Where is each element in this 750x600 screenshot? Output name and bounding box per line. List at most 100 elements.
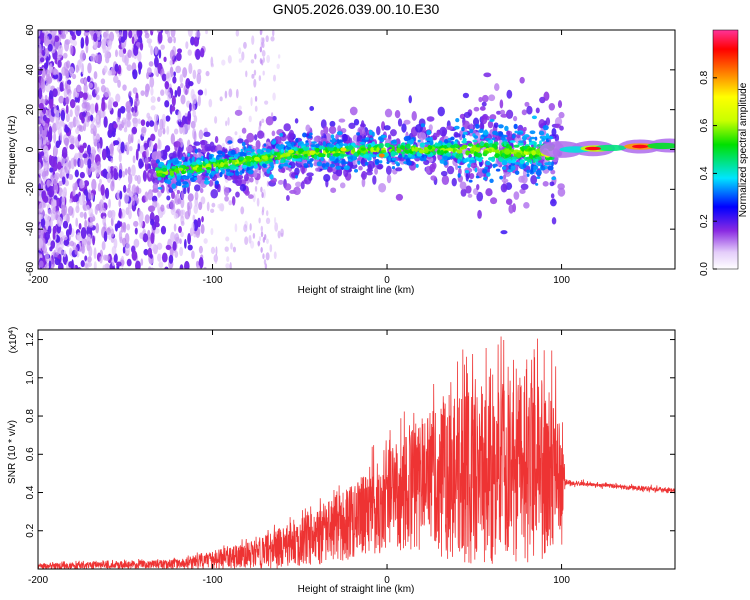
spectrogram-cell — [224, 195, 229, 202]
spectrogram-cell — [121, 222, 126, 230]
spectrogram-cell — [184, 238, 187, 249]
spectrogram-cell — [50, 240, 56, 249]
spectrogram-cell — [277, 230, 281, 239]
spectrogram-cell — [234, 223, 238, 233]
spectrogram-cell — [415, 163, 419, 168]
spectrogram-cell — [62, 235, 68, 241]
snr-x-tick-label: -100 — [203, 575, 223, 586]
spectrogram-cell — [469, 128, 474, 134]
spectrogram-cell — [473, 106, 480, 112]
spectrogram-cell — [173, 71, 176, 77]
spectrogram-cell — [445, 152, 452, 157]
spectrogram-cell — [340, 159, 346, 165]
spectrogram-cell — [69, 247, 73, 257]
spectrogram-cell — [194, 177, 198, 181]
spectrogram-cell — [333, 146, 338, 151]
spectrogram-cell — [42, 170, 47, 178]
spectrogram-cell — [239, 183, 247, 192]
spectrogram-cell — [522, 164, 527, 168]
spectrogram-cell — [143, 30, 148, 34]
spectrogram-cell — [102, 215, 107, 227]
spectrogram-cell — [329, 163, 336, 168]
spectrogram-cell — [208, 98, 213, 108]
spectrogram-cell — [138, 30, 142, 32]
spectrogram-cell — [79, 158, 84, 169]
spectrogram-cell — [171, 95, 176, 107]
spectrogram-cell — [113, 75, 119, 84]
spectrogram-cell — [101, 148, 107, 161]
spectrogram-cell — [104, 189, 108, 195]
spectrogram-cell — [174, 250, 179, 258]
spectrogram-cell — [64, 179, 69, 187]
spectrogram-cell — [340, 166, 345, 170]
spectrogram-cell — [503, 141, 507, 147]
snr-y-label: SNR (10 * v/v) — [7, 420, 18, 484]
spectrogram-cell — [501, 178, 509, 183]
spectrogram-cell — [128, 146, 133, 152]
spectrogram-cell — [259, 57, 263, 64]
spectrogram-cell — [470, 159, 476, 164]
spectrogram-cell — [165, 244, 172, 250]
spectrogram-cell — [529, 130, 536, 135]
spectrogram-x-tick-label: -100 — [203, 275, 223, 286]
spectrogram-cell — [259, 46, 263, 53]
spectrogram-cell — [41, 190, 47, 202]
spectrogram-cell — [157, 186, 163, 190]
spectrogram-cell — [258, 217, 261, 224]
spectrogram-cell — [483, 72, 492, 78]
spectrogram-cell — [185, 41, 189, 50]
spectrogram-cell — [249, 223, 252, 231]
spectrogram-cell — [107, 70, 113, 76]
spectrogram-cell — [213, 162, 216, 168]
spectrogram-cell — [187, 49, 192, 56]
spectrogram-cell — [536, 176, 541, 180]
spectrogram-cell — [106, 171, 112, 184]
spectrogram-cell — [61, 195, 66, 206]
spectrogram-cell — [387, 134, 392, 140]
spectrogram-cell — [253, 78, 257, 88]
spectrogram-cell — [286, 143, 292, 147]
spectrogram-cell — [311, 141, 317, 144]
spectrogram-cell — [163, 56, 167, 63]
spectrogram-cell — [195, 30, 199, 32]
spectrogram-cell — [303, 163, 308, 166]
spectrogram-x-tick-label: 0 — [384, 275, 390, 286]
spectrogram-cell — [141, 126, 147, 134]
spectrogram-cell — [558, 111, 565, 119]
spectrogram-cell — [550, 169, 556, 175]
spectrogram-cell — [305, 140, 309, 144]
spectrogram-cell — [84, 263, 89, 269]
spectrogram-cell — [88, 222, 94, 228]
spectrogram-cell — [524, 148, 530, 152]
spectrogram-cell — [269, 158, 273, 163]
spectrogram-cell — [193, 115, 198, 124]
spectrogram-tail-core — [594, 144, 627, 152]
spectrogram-cell — [257, 130, 265, 139]
spectrogram-cell — [499, 99, 504, 109]
spectrogram-cell — [446, 165, 455, 175]
spectrogram-cell — [214, 135, 219, 144]
spectrogram-cell — [533, 143, 537, 149]
spectrogram-y-tick-label: 40 — [25, 64, 36, 76]
spectrogram-cell — [101, 100, 106, 112]
spectrogram-cell — [157, 170, 164, 175]
spectrogram-cell — [201, 216, 204, 223]
spectrogram-cell — [68, 174, 74, 180]
spectrogram-cell — [44, 94, 48, 101]
spectrogram-cell — [269, 151, 273, 156]
spectrogram-cell — [58, 262, 64, 269]
spectrogram-cell — [125, 242, 131, 255]
spectrogram-cell — [224, 90, 228, 99]
spectrogram-cell — [176, 175, 181, 180]
spectrogram-cell — [204, 88, 208, 96]
spectrogram-cell — [130, 132, 134, 144]
spectrogram-cell — [514, 170, 520, 175]
spectrogram-cell — [70, 157, 75, 170]
spectrogram-cell — [253, 69, 257, 76]
spectrogram-cell — [249, 177, 254, 183]
spectrogram-cell — [505, 109, 514, 119]
spectrogram-cell — [235, 168, 239, 174]
spectrogram-cell — [118, 230, 123, 242]
spectrogram-cell — [192, 166, 197, 170]
spectrogram-cell — [348, 122, 356, 129]
